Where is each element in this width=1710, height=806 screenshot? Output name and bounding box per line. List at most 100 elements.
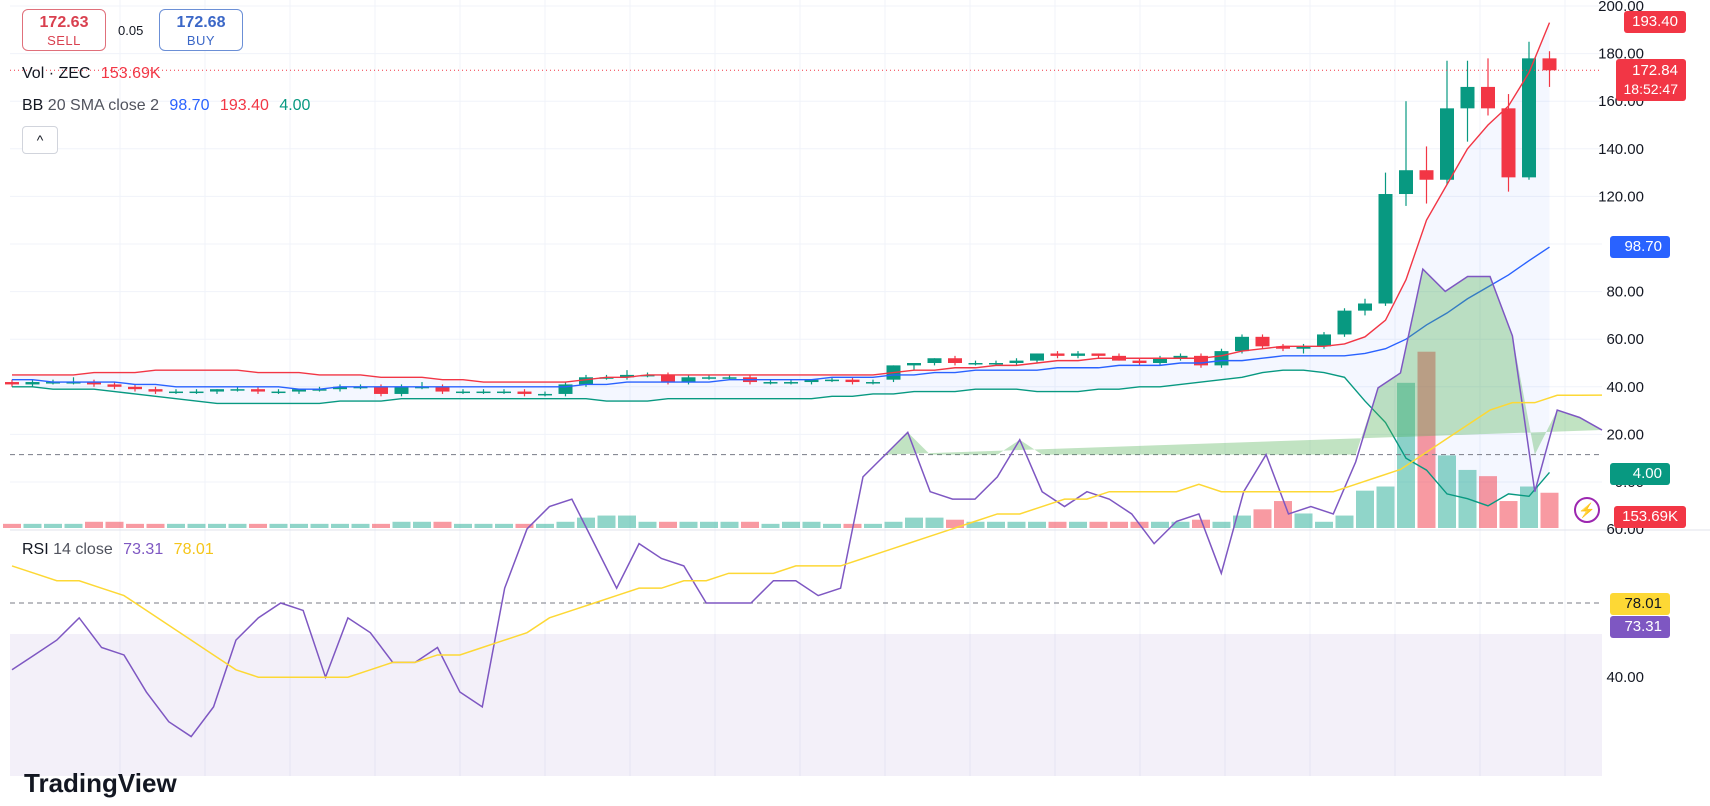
volume-bar (146, 523, 165, 528)
price-tick-label: 180.00 (1598, 46, 1644, 63)
volume-bar (64, 523, 83, 528)
candle-body (845, 379, 860, 383)
volume-bar (1007, 521, 1026, 528)
volume-bar (1151, 521, 1169, 528)
volume-bar (597, 515, 616, 528)
price-tick-label: 60.00 (1606, 331, 1644, 348)
volume-bar (966, 521, 985, 528)
bb-basis-line (12, 246, 1550, 390)
volume-bar (392, 521, 411, 528)
candle-body (107, 384, 122, 387)
candle-body (1009, 360, 1024, 363)
price-tick-label: 40.00 (1606, 379, 1644, 396)
volume-bar (187, 523, 206, 528)
candle-body (476, 391, 491, 394)
candle-body (374, 386, 388, 394)
volume-bar (1315, 521, 1333, 528)
rsi-ma-price-tag: 78.01 (1610, 593, 1670, 615)
bb-legend-basis: 98.70 (169, 97, 210, 114)
volume-bar (720, 521, 739, 528)
candle-body (620, 374, 634, 378)
candle-body (1296, 346, 1311, 349)
volume-bar (1356, 490, 1374, 528)
bb-upper-line (12, 22, 1551, 383)
volume-bar (1192, 519, 1210, 528)
bollinger-band-fill (12, 22, 1550, 506)
candle-body (210, 389, 224, 392)
volume-bar (44, 523, 62, 528)
bb-upper-price-tag: 193.40 (1624, 11, 1686, 33)
volume-bar (228, 523, 247, 528)
volume-bar (23, 523, 42, 528)
bb-lower-price-tag: 4.00 (1610, 463, 1670, 485)
bar-countdown: 18:52:47 (1623, 81, 1679, 97)
candle-body (46, 382, 60, 384)
candle-body (866, 382, 880, 384)
candle-body (907, 363, 921, 366)
volume-bar (331, 523, 349, 528)
volume-bar (761, 523, 780, 528)
rsi-legend[interactable]: RSI 14 close 73.31 78.01 (22, 541, 220, 559)
candle-body (251, 389, 265, 392)
volume-bar (700, 521, 718, 528)
rsi-price-tag: 73.31 (1610, 616, 1670, 638)
volume-bar (290, 523, 308, 528)
last-price-tag: 172.84 18:52:47 (1615, 59, 1686, 101)
sell-label: SELL (47, 33, 81, 48)
rsi-ma-line (11, 394, 1603, 678)
collapse-legend-button[interactable]: ^ (22, 126, 58, 154)
candle-body (87, 382, 101, 385)
sell-button[interactable]: 172.63 SELL (22, 9, 106, 51)
grid-lines (10, 0, 1602, 776)
candle-body (1153, 358, 1167, 363)
candle-body (292, 389, 306, 392)
volume-bar (1417, 351, 1436, 528)
volume-bar (1376, 486, 1395, 528)
volume-bar (454, 523, 472, 528)
candle-body (599, 377, 614, 379)
price-tick-label: 80.00 (1606, 284, 1644, 301)
volume-bar (105, 521, 124, 528)
volume-bar (1438, 455, 1456, 528)
rsi-legend-params: 14 close (53, 541, 113, 558)
candle-body (230, 389, 245, 391)
candlestick-series (5, 41, 1557, 397)
volume-bar (556, 521, 575, 528)
volume-bar (536, 523, 554, 528)
candle-body (1050, 353, 1065, 356)
volume-bar (1233, 515, 1251, 528)
bb-legend[interactable]: BB 20 SMA close 2 98.70 193.40 4.00 (22, 97, 316, 115)
candle-body (1030, 353, 1044, 361)
tradingview-watermark: TradingView (24, 768, 177, 798)
buy-button[interactable]: 172.68 BUY (159, 9, 243, 51)
candle-body (763, 382, 778, 384)
candle-body (1255, 336, 1270, 347)
rsi-line (11, 267, 1603, 738)
candle-body (1214, 351, 1229, 366)
volume-bar (1540, 492, 1559, 528)
lightning-icon[interactable]: ⚡ (1574, 497, 1600, 523)
volume-bars (3, 351, 1559, 528)
candle-body (148, 389, 163, 392)
price-tick-label: 120.00 (1598, 188, 1644, 205)
candle-body (517, 391, 532, 394)
candle-body (825, 379, 839, 382)
volume-bar (905, 517, 923, 528)
volume-bar (167, 523, 185, 528)
candle-body (1399, 170, 1413, 195)
candle-body (784, 382, 798, 384)
candle-body (640, 374, 655, 377)
candle-body (579, 377, 593, 385)
volume-bar (823, 523, 841, 528)
rsi-overbought-fill (885, 269, 1602, 455)
candle-body (558, 384, 573, 394)
volume-legend[interactable]: Vol · ZEC 153.69K (22, 65, 167, 83)
candle-body (989, 363, 1003, 365)
volume-bar (618, 515, 636, 528)
candle-body (1194, 355, 1208, 366)
candle-body (394, 386, 409, 394)
bb-legend-lower: 4.00 (279, 97, 311, 114)
price-tick-label: 140.00 (1598, 141, 1644, 158)
candle-body (1440, 108, 1454, 180)
